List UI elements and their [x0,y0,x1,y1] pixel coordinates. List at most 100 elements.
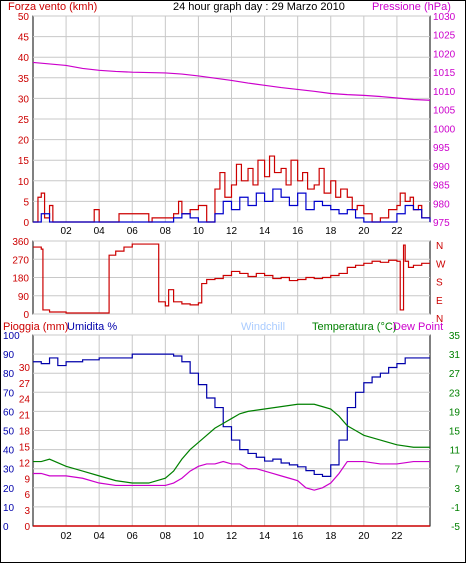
wind-direction-line [33,243,430,314]
direction-tick-label: 180 [12,274,29,285]
x-tick-label: 14 [259,226,271,237]
wind-tick-label: 25 [18,115,30,126]
rain-tick-label: 9 [24,474,30,485]
temperature-tick-label: 19 [449,407,461,418]
humidity-tick-label: 20 [3,484,15,495]
wind-tick-label: 10 [18,177,30,188]
x-tick-label: 18 [325,531,337,542]
humidity-tick-label: 90 [3,350,15,361]
dew-point-line [33,460,430,491]
x-tick-label: 10 [193,226,205,237]
pressure-tick-label: 1000 [433,124,456,135]
rain-tick-label: 24 [19,395,31,406]
wind-pressure-grid [33,15,430,223]
compass-label: E [436,296,443,307]
humidity-temp-series [33,353,430,527]
x-tick-label: 22 [391,531,403,542]
direction-tick-label: 360 [12,237,29,248]
wind-tick-label: 50 [18,12,30,23]
direction-tick-label: 0 [23,310,29,321]
temperature-tick-label: 35 [449,331,461,342]
wind-x-ticks: 02 04 06 08 10 12 14 16 18 20 22 [61,226,403,237]
x-tick-label: 20 [358,531,370,542]
x-tick-label: 02 [61,226,73,237]
pressure-y-ticks: 1030 1025 1020 1015 1010 1005 1000 995 990 985 980… [433,12,456,229]
rain-tick-label: 27 [19,379,31,390]
chart-title: 24 hour graph day : 29 Marzo 2010 [173,1,345,13]
temperature-y-ticks: 35 31 27 23 19 15 11 7 3 -1 -5 [449,331,461,533]
rain-tick-label: 21 [19,411,31,422]
x-tick-label: 06 [127,226,139,237]
direction-grid [33,240,430,315]
humidity-tick-label: 60 [3,407,15,418]
windchill-axis-label: Windchill [241,321,285,333]
x-tick-label: 20 [358,226,370,237]
direction-tick-label: 270 [12,255,29,266]
pressure-axis-label: Pressione (hPa) [372,1,451,13]
x-tick-label: 12 [226,531,238,542]
wind-tick-label: 20 [18,136,30,147]
wind-tick-label: 0 [23,218,29,229]
x-tick-label: 14 [259,531,271,542]
pressure-tick-label: 1005 [433,106,456,117]
rain-tick-label: 15 [19,442,31,453]
humidity-axis-label: Umidita % [67,321,117,333]
x-tick-label: 22 [391,226,403,237]
direction-series [33,243,430,314]
wind-tick-label: 35 [18,74,30,85]
humidity-line [33,353,430,477]
rain-tick-label: 18 [19,427,31,438]
direction-tick-label: 90 [18,292,30,303]
pressure-tick-label: 1015 [433,68,456,79]
temperature-axis-label: Temperatura (°C) [312,321,396,333]
x-tick-label: 04 [94,226,106,237]
pressure-tick-label: 1025 [433,31,456,42]
pressure-tick-label: 980 [433,199,450,210]
humidity-tick-label: 10 [3,503,15,514]
rain-tick-label: 12 [19,458,31,469]
rain-tick-label: 0 [24,522,30,533]
temperature-tick-label: -5 [451,522,460,533]
wind-tick-label: 30 [18,94,30,105]
temperature-tick-label: -1 [451,503,460,514]
rain-tick-label: 30 [19,363,31,374]
pressure-tick-label: 1030 [433,12,456,23]
wind-avg-line [33,188,431,223]
direction-y-ticks: 360 270 180 90 0 [12,237,29,321]
rain-axis-label: Pioggia (mm) [3,321,68,333]
compass-label: W [436,259,446,270]
wind-pressure-series [32,61,431,223]
temperature-tick-label: 23 [449,388,461,399]
humidity-x-ticks: 02 04 06 08 10 12 14 16 18 20 22 [61,531,403,542]
pressure-tick-label: 995 [433,143,450,154]
humidity-tick-label: 80 [3,369,15,380]
temperature-tick-label: 27 [449,369,461,380]
x-tick-label: 04 [94,531,106,542]
x-tick-label: 16 [292,226,304,237]
pressure-line [32,61,431,101]
x-tick-label: 10 [193,531,205,542]
humidity-tick-label: 50 [3,427,15,438]
rain-tick-label: 6 [24,490,30,501]
pressure-tick-label: 975 [433,218,450,229]
compass-label: S [436,278,443,289]
x-tick-label: 12 [226,226,238,237]
pressure-tick-label: 990 [433,162,450,173]
temperature-tick-label: 3 [454,484,460,495]
x-tick-label: 18 [325,226,337,237]
temperature-tick-label: 15 [449,427,461,438]
compass-label: N [436,314,443,325]
x-tick-label: 08 [160,226,172,237]
x-tick-label: 08 [160,531,172,542]
rain-tick-label: 3 [24,506,30,517]
x-tick-label: 06 [127,531,139,542]
wind-axis-label: Forza vento (kmh) [8,1,97,13]
wind-gust-line [33,155,431,223]
wind-tick-label: 15 [18,156,30,167]
